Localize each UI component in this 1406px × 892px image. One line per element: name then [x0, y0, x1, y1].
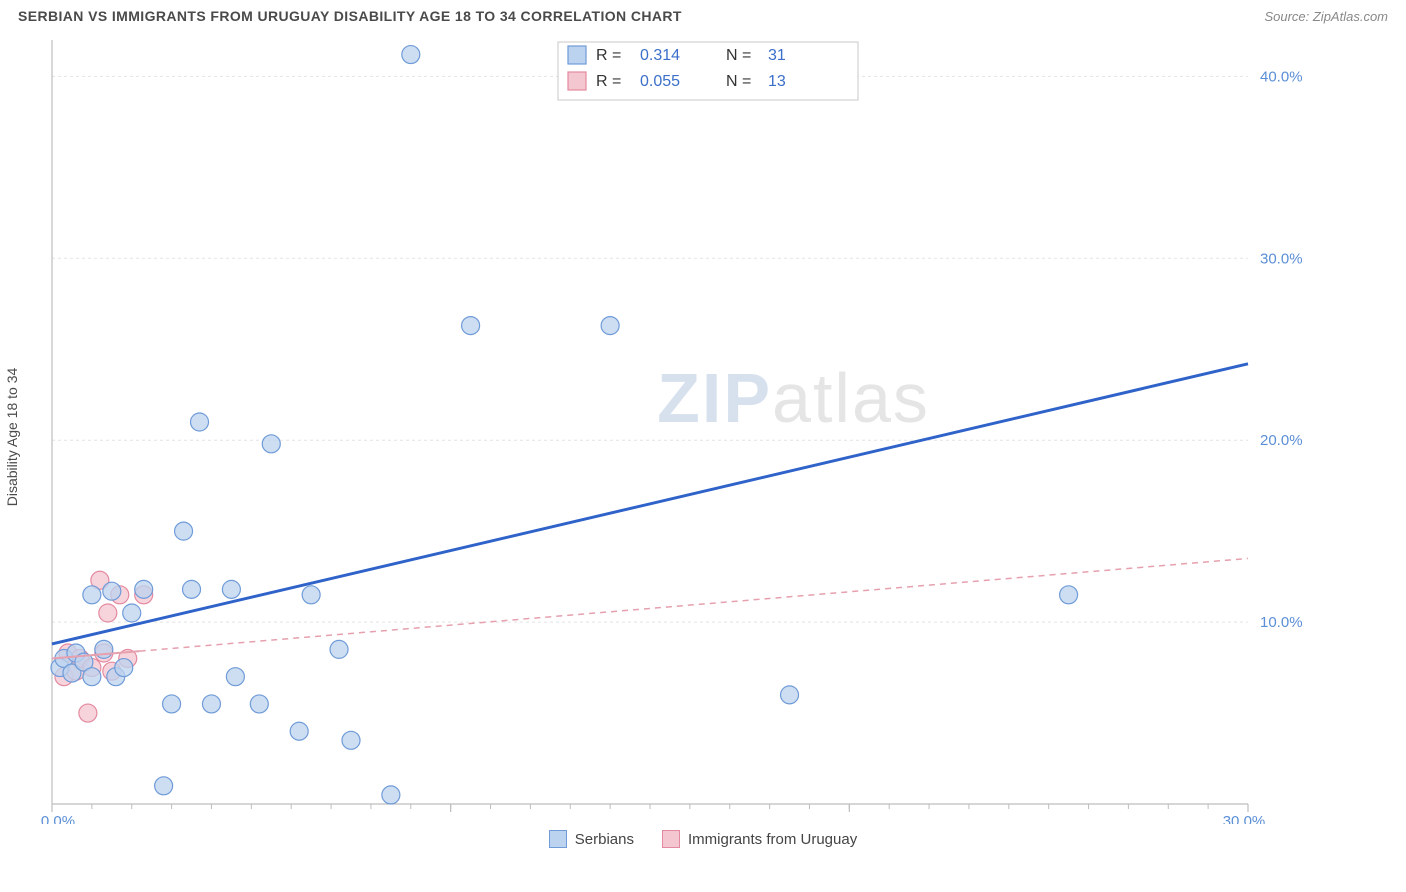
legend-swatch [662, 830, 680, 848]
svg-text:ZIPatlas: ZIPatlas [657, 359, 930, 437]
svg-text:0.0%: 0.0% [41, 813, 75, 824]
svg-text:20.0%: 20.0% [1260, 432, 1303, 449]
scatter-point [115, 659, 133, 677]
scatter-point [222, 580, 240, 598]
scatter-point [163, 695, 181, 713]
source-label: Source: ZipAtlas.com [1264, 9, 1388, 24]
scatter-point [183, 580, 201, 598]
svg-text:13: 13 [768, 73, 786, 90]
header-bar: SERBIAN VS IMMIGRANTS FROM URUGUAY DISAB… [0, 0, 1406, 34]
scatter-point [79, 704, 97, 722]
scatter-point [135, 580, 153, 598]
svg-text:0.055: 0.055 [640, 73, 680, 90]
svg-text:R =: R = [596, 73, 621, 90]
scatter-point [83, 586, 101, 604]
scatter-point [226, 668, 244, 686]
scatter-point [250, 695, 268, 713]
legend-label: Serbians [575, 831, 634, 848]
svg-text:0.314: 0.314 [640, 47, 680, 64]
scatter-point [175, 522, 193, 540]
scatter-point [781, 686, 799, 704]
scatter-point [462, 317, 480, 335]
chart-title: SERBIAN VS IMMIGRANTS FROM URUGUAY DISAB… [18, 8, 682, 24]
scatter-point [302, 586, 320, 604]
legend-label: Immigrants from Uruguay [688, 831, 857, 848]
scatter-point [155, 777, 173, 795]
svg-text:N =: N = [726, 73, 751, 90]
svg-text:40.0%: 40.0% [1260, 68, 1303, 85]
scatter-point [99, 604, 117, 622]
legend-item: Immigrants from Uruguay [662, 830, 857, 848]
svg-text:30.0%: 30.0% [1260, 250, 1303, 267]
scatter-point [601, 317, 619, 335]
scatter-point [202, 695, 220, 713]
scatter-point [382, 786, 400, 804]
svg-text:31: 31 [768, 47, 786, 64]
scatter-point [191, 413, 209, 431]
scatter-point [95, 640, 113, 658]
scatter-chart-svg: ZIPatlas 0.0% 30.0% 10.0% 20.0% 30.0% 40.0% R =… [18, 34, 1318, 824]
chart-area: Disability Age 18 to 34 ZIPatlas0.0%30.0… [18, 34, 1388, 824]
svg-text:30.0%: 30.0% [1223, 813, 1266, 824]
scatter-point [290, 722, 308, 740]
scatter-point [123, 604, 141, 622]
scatter-point [83, 668, 101, 686]
scatter-point [1060, 586, 1078, 604]
y-axis-label: Disability Age 18 to 34 [4, 368, 20, 507]
bottom-legend: Serbians Immigrants from Uruguay [0, 824, 1406, 848]
svg-text:N =: N = [726, 47, 751, 64]
scatter-point [402, 46, 420, 64]
scatter-point [342, 731, 360, 749]
scatter-point [103, 582, 121, 600]
scatter-point [330, 640, 348, 658]
legend-item: Serbians [549, 830, 634, 848]
scatter-point [262, 435, 280, 453]
legend-swatch [549, 830, 567, 848]
svg-text:R =: R = [596, 47, 621, 64]
svg-text:10.0%: 10.0% [1260, 614, 1303, 631]
